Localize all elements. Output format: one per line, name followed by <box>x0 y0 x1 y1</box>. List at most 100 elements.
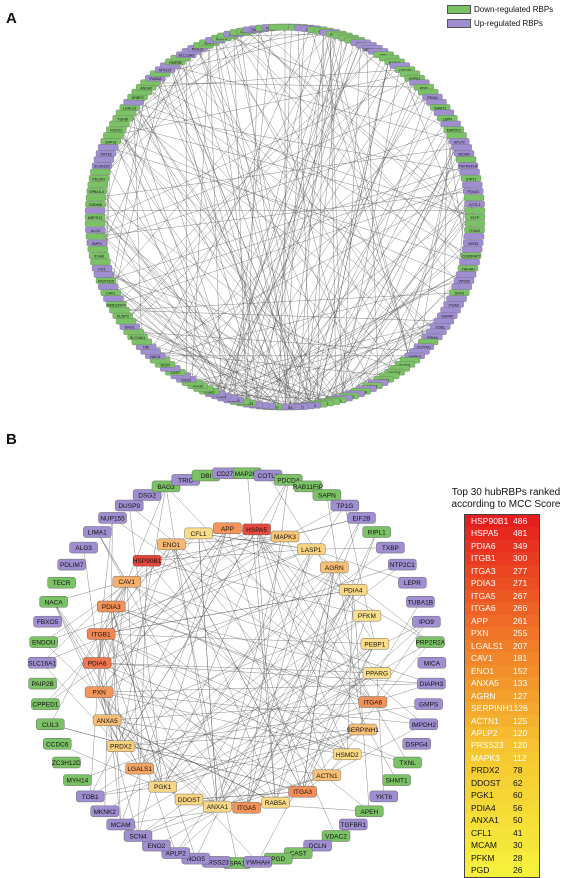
network-b-node-label: HSPA1B <box>224 861 249 868</box>
network-b-edge <box>120 529 257 747</box>
network-b-node-label: PGD <box>271 856 285 863</box>
network-b-hub-label: PPARG <box>366 671 388 678</box>
network-a-edge <box>105 165 469 281</box>
network-a-node-label: TGFBI <box>117 117 128 121</box>
network-b-edge <box>217 536 286 807</box>
ranking-score: 271 <box>513 578 528 589</box>
network-b-hub-label: SERPINH1 <box>347 727 380 734</box>
network-b-node-label: DSPG4 <box>406 741 428 748</box>
network-b-edge <box>198 533 337 837</box>
network-b-edge <box>107 720 276 803</box>
network-b-edge <box>171 536 286 545</box>
ranking-row: ITGA6 266 <box>465 602 539 615</box>
network-a-edge <box>317 304 454 405</box>
network-b-edge <box>302 567 335 792</box>
network-a-edge <box>366 45 379 383</box>
network-a-edge <box>116 184 473 305</box>
ranking-row: ACTN1 125 <box>465 714 539 727</box>
ranking-row: CFL1 41 <box>465 826 539 840</box>
network-b-node-label: MYH14 <box>67 778 89 785</box>
network-b-hub-label: CAV1 <box>119 579 136 586</box>
network-a-node: GSDMB <box>85 200 106 208</box>
network-a-edge <box>110 171 470 293</box>
network-b-outer-node: MYH14 <box>63 774 92 786</box>
ranking-row: PDIA4 56 <box>465 801 539 815</box>
network-b-outer-node: PDLIM7 <box>57 558 86 571</box>
network-b-edge <box>101 633 247 808</box>
network-a-node <box>462 246 483 253</box>
network-b-edge <box>227 528 431 643</box>
network-b-hub-label: PGK1 <box>154 784 172 791</box>
ranking-gene: MAPK3 <box>471 752 500 763</box>
ranking-row: ENO1 152 <box>465 664 539 678</box>
network-a-node <box>433 109 455 116</box>
ranking-row: LGALS1 207 <box>465 639 539 653</box>
network-a-node-label: PRR15 <box>192 47 204 51</box>
network-a-edge <box>95 147 462 198</box>
network-b-node-label: CPPED1 <box>32 702 58 709</box>
legend-label-up: Up-regulated RBPs <box>474 18 543 28</box>
network-b-edge <box>98 692 258 863</box>
network-a-edge <box>215 40 292 407</box>
network-a-edge <box>215 61 395 394</box>
network-b-node-label: CCDC6 <box>46 741 69 748</box>
ranking-gene: ITGA6 <box>471 603 496 614</box>
network-b-edge <box>162 549 312 787</box>
network-a-edge <box>98 255 253 405</box>
network-a-node: TNFRSF1A <box>457 162 479 169</box>
network-a-node-label: LGALS1 <box>123 106 137 110</box>
network-b-edges <box>41 473 432 864</box>
network-b-edge <box>311 549 413 583</box>
network-b-edge <box>162 701 373 787</box>
network-a-edge <box>170 65 460 142</box>
network-a-node: CAV1 <box>100 289 121 296</box>
network-b-edge <box>111 606 377 674</box>
network-a-edge <box>113 73 410 136</box>
network-a-edge <box>186 45 367 380</box>
network-a-edge <box>233 34 247 404</box>
network-b-edge <box>101 633 408 763</box>
ranking-row: PRDX2 78 <box>465 764 539 777</box>
network-a-node <box>440 120 461 128</box>
network-b-outer-node: NUP155 <box>98 512 127 524</box>
network-a-edge <box>103 274 260 406</box>
network-a-node: HSPA5 <box>437 312 458 319</box>
network-b-node-label: PRP2R2A <box>415 640 445 647</box>
network-b-edge <box>302 615 368 792</box>
network-b-edge <box>120 528 228 825</box>
network-b-hub-label: PEBP1 <box>364 641 385 648</box>
network-a-edge <box>100 40 216 173</box>
network-a-edge <box>95 197 373 386</box>
network-b-hub-node: CFL1 <box>184 527 213 540</box>
network-b-hub-node: ENO1 <box>157 538 186 550</box>
network-b-edge <box>246 549 312 808</box>
network-b-outer-node: SHMT1 <box>382 774 411 786</box>
network-a-node: SAP18 <box>100 138 121 145</box>
network-a-node-label: PDIA4 <box>427 96 437 100</box>
ranking-gene: PDIA3 <box>471 578 496 589</box>
ranking-score: 125 <box>513 715 528 726</box>
network-b-hub-node: PEBP1 <box>360 638 390 650</box>
network-a-node <box>84 207 106 214</box>
network-a-edge <box>317 30 324 405</box>
network-b-edge <box>334 517 362 568</box>
network-b-edge <box>275 531 377 803</box>
network-b-outer-node: TOB1 <box>75 790 105 803</box>
network-a-node <box>462 181 483 188</box>
network-b-outer-node: CCDC6 <box>43 738 72 750</box>
network-b-edge <box>217 643 376 807</box>
network-b-edge <box>188 791 303 800</box>
network-a-node-label: APLP2 <box>454 140 465 144</box>
ranking-score: 112 <box>513 752 527 763</box>
network-a-node <box>93 156 115 163</box>
legend-swatch-up <box>447 18 471 28</box>
network-a-node-label: VPS35 <box>458 280 469 284</box>
network-a-node-label: SLC25A5 <box>179 54 194 58</box>
ranking-score: 28 <box>513 852 523 863</box>
network-a-node: KRT18 <box>95 150 117 157</box>
network-a-node: CLPTM1 <box>413 343 435 350</box>
network-a-edge <box>209 42 222 397</box>
network-a-node <box>268 23 289 31</box>
network-b-edge <box>101 633 276 803</box>
network-b-hub-label: ENO1 <box>163 542 181 549</box>
